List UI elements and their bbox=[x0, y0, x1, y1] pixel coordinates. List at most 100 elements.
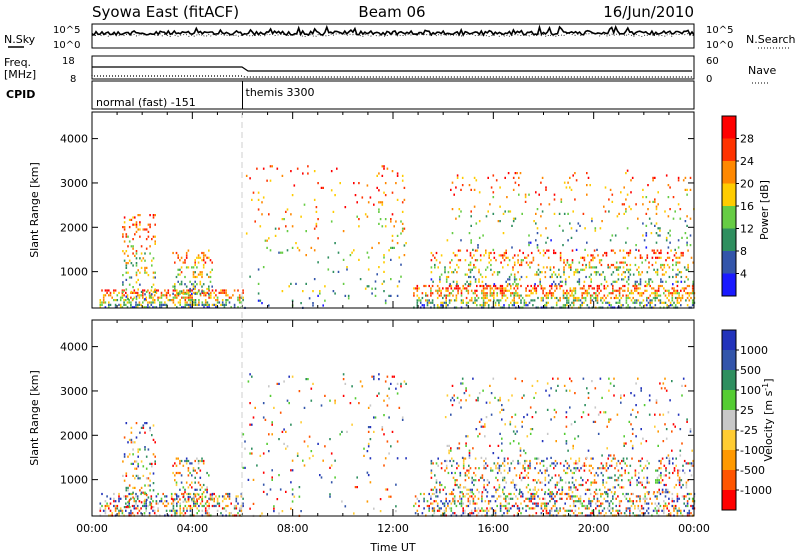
scatter-cell bbox=[139, 489, 141, 492]
scatter-cell bbox=[588, 502, 590, 505]
scatter-cell bbox=[603, 294, 606, 297]
scatter-cell bbox=[240, 495, 243, 498]
scatter-cell bbox=[128, 299, 130, 302]
scatter-cell bbox=[209, 280, 212, 283]
scatter-cell bbox=[593, 271, 596, 274]
scatter-cell bbox=[645, 440, 648, 443]
scatter-cell bbox=[266, 179, 268, 182]
scatter-cell bbox=[121, 306, 124, 309]
scatter-cell bbox=[132, 462, 134, 465]
scatter-cell bbox=[588, 292, 590, 295]
scatter-cell bbox=[566, 462, 569, 465]
scatter-cell bbox=[238, 507, 241, 510]
scatter-cell bbox=[542, 509, 544, 512]
scatter-cell bbox=[572, 304, 575, 307]
scatter-cell bbox=[285, 225, 287, 228]
velocity-data-points bbox=[99, 373, 696, 517]
scatter-cell bbox=[642, 222, 644, 225]
scatter-cell bbox=[170, 497, 173, 500]
scatter-cell bbox=[666, 251, 669, 255]
scatter-cell bbox=[174, 462, 176, 465]
scatter-cell bbox=[494, 287, 497, 290]
scatter-cell bbox=[629, 507, 631, 510]
scatter-cell bbox=[656, 271, 659, 274]
scatter-cell bbox=[608, 292, 611, 295]
scatter-cell bbox=[193, 495, 195, 498]
scatter-cell bbox=[651, 287, 653, 290]
scatter-cell bbox=[179, 259, 181, 262]
scatter-cell bbox=[654, 507, 657, 510]
scatter-cell bbox=[144, 431, 146, 434]
scatter-cell bbox=[213, 497, 215, 500]
scatter-cell bbox=[300, 510, 302, 513]
scatter-cell bbox=[164, 301, 166, 304]
scatter-cell bbox=[478, 268, 480, 271]
scatter-cell bbox=[474, 474, 477, 477]
scatter-cell bbox=[676, 284, 679, 288]
scatter-cell bbox=[669, 512, 672, 515]
scatter-cell bbox=[472, 292, 475, 295]
scatter-cell bbox=[134, 486, 136, 489]
scatter-cell bbox=[631, 444, 634, 447]
scatter-cell bbox=[554, 283, 557, 286]
scatter-cell bbox=[561, 479, 564, 482]
scatter-cell bbox=[632, 273, 635, 276]
scatter-cell bbox=[211, 493, 213, 496]
scatter-cell bbox=[692, 283, 694, 286]
scatter-cell bbox=[298, 249, 301, 252]
scatter-cell bbox=[134, 254, 136, 257]
scatter-cell bbox=[453, 394, 455, 397]
scatter-cell bbox=[369, 481, 372, 484]
scatter-cell bbox=[644, 502, 646, 505]
scatter-cell bbox=[653, 249, 655, 252]
scatter-cell bbox=[647, 507, 650, 510]
scatter-cell bbox=[469, 263, 472, 267]
scatter-cell bbox=[147, 223, 150, 226]
scatter-cell bbox=[564, 481, 567, 484]
scatter-cell bbox=[528, 241, 530, 244]
scatter-cell bbox=[626, 263, 628, 267]
scatter-cell bbox=[515, 483, 518, 487]
scatter-cell bbox=[208, 497, 210, 500]
scatter-cell bbox=[400, 232, 402, 235]
scatter-cell bbox=[204, 495, 207, 499]
scatter-cell bbox=[128, 484, 131, 487]
scatter-cell bbox=[566, 497, 568, 500]
scatter-cell bbox=[342, 258, 345, 261]
scatter-cell bbox=[155, 306, 158, 309]
scatter-cell bbox=[202, 263, 205, 267]
scatter-cell bbox=[469, 261, 472, 264]
scatter-cell bbox=[635, 382, 637, 385]
scatter-cell bbox=[641, 256, 643, 259]
scatter-cell bbox=[147, 477, 150, 480]
scatter-cell bbox=[201, 301, 204, 304]
scatter-cell bbox=[532, 256, 535, 259]
scatter-cell bbox=[468, 184, 471, 187]
scatter-cell bbox=[447, 271, 450, 274]
scatter-cell bbox=[547, 294, 549, 297]
scatter-cell bbox=[430, 469, 433, 472]
scatter-cell bbox=[580, 268, 582, 271]
scatter-cell bbox=[522, 467, 524, 470]
scatter-cell bbox=[122, 281, 124, 284]
scatter-cell bbox=[493, 289, 495, 292]
scatter-cell bbox=[680, 512, 682, 515]
scatter-cell bbox=[430, 495, 432, 498]
scatter-cell bbox=[632, 301, 634, 304]
scatter-cell bbox=[562, 292, 565, 295]
scatter-cell bbox=[497, 456, 500, 459]
scatter-cell bbox=[636, 481, 638, 484]
scatter-cell bbox=[507, 283, 509, 286]
nave-label: Nave bbox=[748, 64, 776, 77]
scatter-cell bbox=[450, 287, 453, 290]
scatter-cell bbox=[503, 294, 505, 297]
scatter-cell bbox=[238, 509, 241, 512]
scatter-cell bbox=[398, 280, 401, 283]
scatter-cell bbox=[666, 263, 669, 267]
scatter-cell bbox=[691, 284, 694, 288]
scatter-cell bbox=[448, 492, 451, 496]
scatter-cell bbox=[184, 306, 187, 309]
scatter-cell bbox=[440, 292, 442, 295]
scatter-cell bbox=[646, 459, 649, 463]
scatter-cell bbox=[669, 304, 672, 307]
